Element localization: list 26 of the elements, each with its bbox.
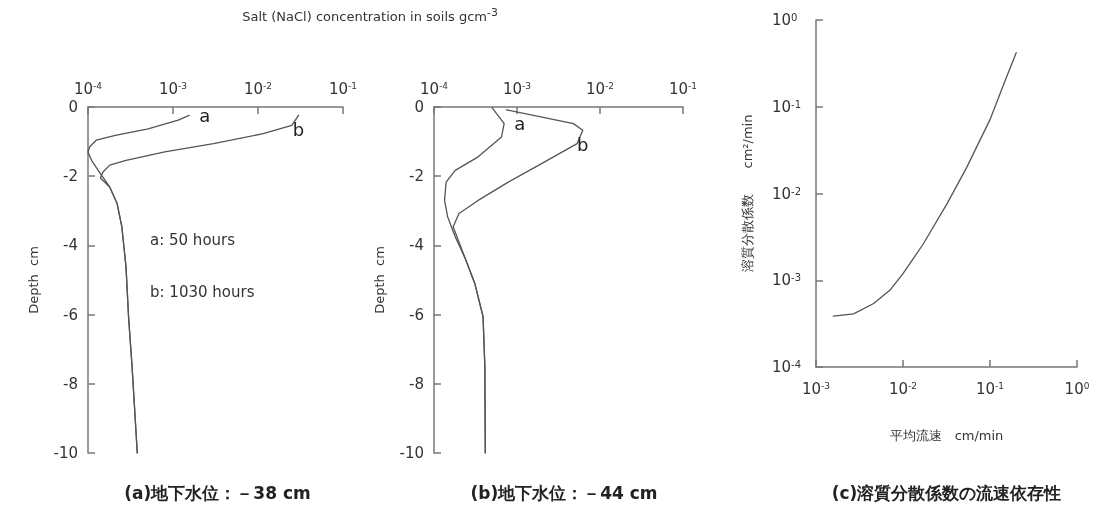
series-label: a: [514, 113, 526, 135]
y-tick-label: -8: [63, 374, 78, 393]
annotation: a: 50 hours: [150, 230, 236, 249]
y-tick-label: -10: [53, 444, 78, 462]
y-tick-label: 0: [68, 98, 78, 116]
y-tick-label: -4: [409, 236, 424, 255]
y-tick-label: -8: [409, 374, 424, 393]
series-label: b: [577, 133, 589, 155]
text: (b)地下水位：－44 cm: [469, 482, 659, 505]
text: Salt (NaCl) concentration in soils gcm$^{-3}$: [241, 6, 499, 25]
y-tick-label: -10: [399, 444, 424, 462]
y-tick-label: -2: [63, 167, 78, 186]
series-label: b: [292, 118, 305, 140]
annotation: b: 1030 hours: [150, 282, 255, 301]
text: (c)溶質分散係数の流速依存性: [830, 482, 1063, 505]
y-tick-label: -6: [63, 305, 78, 324]
y-axis-title: Depth cm: [26, 246, 41, 314]
x-axis-title: 平均流速 cm/min: [889, 428, 1004, 443]
y-axis-title: 溶質分散係数 cm²/min: [740, 114, 755, 273]
y-tick-label: -6: [409, 305, 424, 324]
y-axis-title: Depth cm: [372, 246, 387, 314]
series-label: a: [199, 104, 211, 126]
y-tick-label: -4: [63, 236, 78, 255]
text: (a)地下水位：－38 cm: [123, 482, 312, 505]
y-tick-label: 0: [414, 98, 424, 116]
y-tick-label: -2: [409, 167, 424, 186]
